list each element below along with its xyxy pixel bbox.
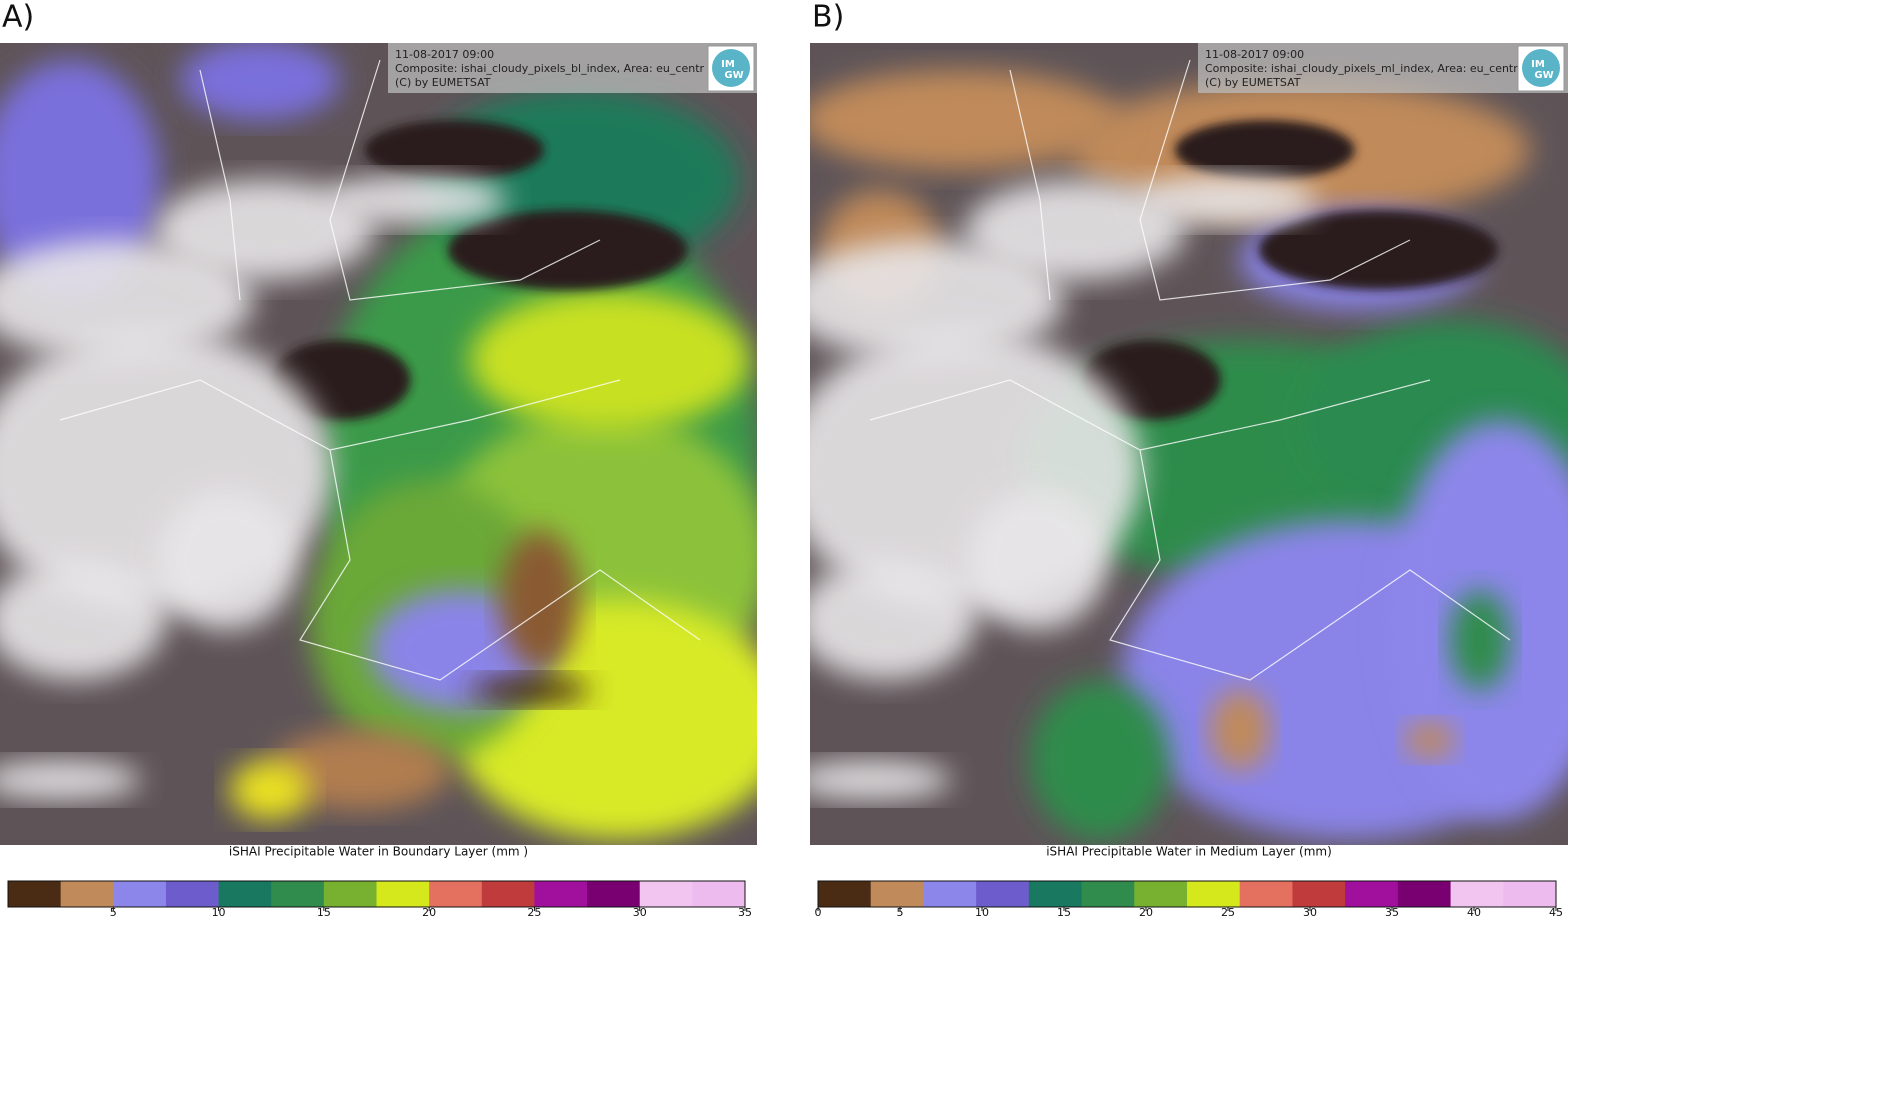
colorbar-segment	[639, 881, 693, 907]
overlay-text: (C) by EUMETSAT	[1205, 76, 1301, 89]
colorbar-tick-label: 40	[1467, 906, 1481, 919]
colorbar-tick-label: 5	[110, 906, 117, 919]
cloud	[967, 490, 1108, 630]
moisture-area	[1030, 680, 1170, 840]
colorbar-segment	[113, 881, 167, 907]
colorbar-tick-label: 45	[1549, 906, 1563, 919]
moisture-area	[0, 60, 160, 300]
caption: iSHAI Precipitable Water in Boundary Lay…	[229, 845, 528, 859]
overlay-box	[1198, 43, 1568, 93]
moisture-area	[470, 290, 750, 430]
cloud	[0, 760, 141, 800]
colorbar-segment	[870, 881, 924, 907]
moisture-area	[1210, 690, 1270, 770]
colorbar-tick-label: 15	[317, 906, 331, 919]
cloud	[157, 490, 298, 630]
colorbar-frame	[817, 880, 1557, 908]
colorbar-segment	[1292, 881, 1346, 907]
logo-text: IM	[721, 59, 735, 70]
colorbar-tick-label: 30	[633, 906, 647, 919]
colorbar-segment	[1239, 881, 1293, 907]
colorbar-segment	[1187, 881, 1241, 907]
colorbar-tick-label: 25	[1221, 906, 1235, 919]
colorbar-segment	[60, 881, 114, 907]
colorbar-tick-label: 35	[1385, 906, 1399, 919]
cloud	[810, 760, 951, 800]
colorbar-segment	[587, 881, 641, 907]
border-lines	[59, 59, 701, 681]
cloud	[326, 175, 507, 225]
moisture-area	[810, 70, 1120, 170]
panel-label: B)	[812, 0, 844, 35]
colorbar-frame	[7, 880, 746, 908]
colorbar-segment	[923, 881, 977, 907]
colorbar-segment	[976, 881, 1030, 907]
colorbar-tick-label: 5	[897, 906, 904, 919]
colorbar-tick-label: 20	[1139, 906, 1153, 919]
moisture-area	[270, 730, 450, 810]
moisture-area	[1405, 722, 1455, 758]
moisture-area	[1450, 590, 1510, 690]
moisture-area	[230, 760, 310, 820]
dark-cloud	[447, 210, 688, 290]
cloud	[154, 180, 375, 280]
overlay-text: (C) by EUMETSAT	[395, 76, 491, 89]
colorbar-tick-label: 0	[815, 906, 822, 919]
colorbar-segment	[1345, 881, 1399, 907]
satellite-image	[0, 43, 757, 845]
colorbar-segment	[1503, 881, 1557, 907]
dark-cloud	[364, 120, 545, 180]
colorbar-segment	[376, 881, 430, 907]
cloud	[0, 560, 166, 680]
overlay-box	[388, 43, 757, 93]
overlay-text: 11-08-2017 09:00	[1205, 48, 1304, 61]
colorbar-segment	[323, 881, 377, 907]
satellite-image	[810, 43, 1568, 845]
colorbar-segment	[165, 881, 220, 907]
logo-circle	[1522, 49, 1560, 87]
logo-text: GW	[1534, 70, 1553, 81]
colorbar-segment	[429, 881, 483, 907]
border-lines	[869, 59, 1511, 681]
colorbar-tick-label: 10	[975, 906, 989, 919]
overlay-text: Composite: ishai_cloudy_pixels_ml_index,…	[1205, 62, 1518, 75]
cloud	[0, 240, 254, 360]
overlay-text: Composite: ishai_cloudy_pixels_bl_index,…	[395, 62, 705, 75]
cloud	[810, 560, 976, 680]
colorbar-segment	[1081, 881, 1135, 907]
moisture-area	[500, 530, 580, 670]
overlay-text: 11-08-2017 09:00	[395, 48, 494, 61]
colorbar-tick-label: 35	[738, 906, 752, 919]
caption: iSHAI Precipitable Water in Medium Layer…	[1046, 845, 1332, 859]
colorbar-segment	[1028, 881, 1083, 907]
colorbar-tick-label: 15	[1057, 906, 1071, 919]
colorbar-segment	[818, 881, 872, 907]
moisture-area	[180, 43, 340, 120]
cloud	[810, 240, 1064, 360]
logo-circle	[712, 49, 750, 87]
colorbar-tick-label: 30	[1303, 906, 1317, 919]
dark-cloud	[1258, 210, 1499, 290]
colorbar-segment	[218, 881, 272, 907]
colorbar-segment	[1450, 881, 1504, 907]
cloud	[1136, 175, 1317, 225]
colorbar-segment	[534, 881, 588, 907]
colorbar-segment	[8, 881, 62, 907]
logo-text: GW	[724, 70, 743, 81]
colorbar-segment	[1397, 881, 1452, 907]
panel-label: A)	[2, 0, 34, 35]
colorbar-segment	[692, 881, 746, 907]
logo-text: IM	[1531, 59, 1545, 70]
cloud	[965, 180, 1186, 280]
colorbar-segment	[271, 881, 325, 907]
colorbar-tick-label: 25	[527, 906, 541, 919]
colorbar-tick-label: 20	[422, 906, 436, 919]
colorbar-segment	[481, 881, 535, 907]
colorbar-segment	[1134, 881, 1188, 907]
colorbar-tick-label: 10	[212, 906, 226, 919]
moisture-area	[470, 676, 590, 704]
dark-cloud	[1174, 120, 1355, 180]
